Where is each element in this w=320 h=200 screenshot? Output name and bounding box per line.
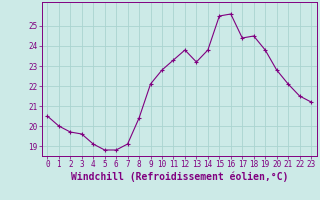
X-axis label: Windchill (Refroidissement éolien,°C): Windchill (Refroidissement éolien,°C) — [70, 172, 288, 182]
